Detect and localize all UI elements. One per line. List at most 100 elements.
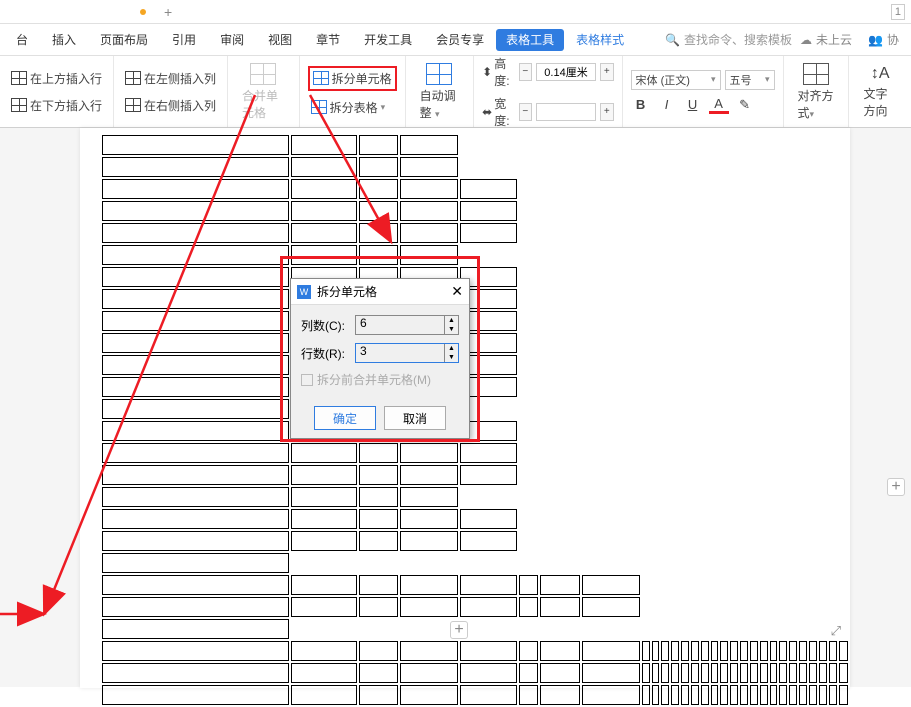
table-cell[interactable] bbox=[359, 135, 399, 155]
table-cell[interactable] bbox=[359, 641, 399, 661]
table-cell[interactable] bbox=[359, 685, 399, 705]
table-cell[interactable] bbox=[359, 157, 399, 177]
table-cell[interactable] bbox=[291, 663, 356, 683]
table-cell[interactable] bbox=[839, 641, 848, 661]
table-row[interactable] bbox=[102, 355, 848, 375]
font-color-button[interactable]: A bbox=[709, 96, 729, 114]
bold-button[interactable]: B bbox=[631, 96, 651, 114]
table-cell[interactable] bbox=[102, 443, 289, 463]
table-cell[interactable] bbox=[770, 685, 778, 705]
table-cell[interactable] bbox=[400, 465, 458, 485]
height-increase-button[interactable]: + bbox=[600, 63, 614, 81]
table-row[interactable] bbox=[102, 531, 848, 551]
table-cell[interactable] bbox=[720, 663, 728, 683]
table-cell[interactable] bbox=[720, 685, 728, 705]
table-cell[interactable] bbox=[359, 245, 399, 265]
table-cell[interactable] bbox=[102, 157, 289, 177]
table-cell[interactable] bbox=[671, 685, 679, 705]
table-cell[interactable] bbox=[291, 179, 356, 199]
width-decrease-button[interactable]: − bbox=[519, 103, 533, 121]
table-cell[interactable] bbox=[102, 685, 289, 705]
expand-table-icon[interactable]: ⤢ bbox=[831, 623, 841, 639]
table-cell[interactable] bbox=[359, 201, 399, 221]
table-cell[interactable] bbox=[400, 443, 458, 463]
table-cell[interactable] bbox=[681, 641, 689, 661]
table-cell[interactable] bbox=[102, 377, 289, 397]
table-cell[interactable] bbox=[291, 531, 356, 551]
menu-references[interactable]: 引用 bbox=[160, 24, 208, 56]
help-button[interactable]: 👥 协 bbox=[868, 31, 899, 48]
menu-dev-tools[interactable]: 开发工具 bbox=[352, 24, 424, 56]
table-cell[interactable] bbox=[102, 355, 289, 375]
table-row[interactable] bbox=[102, 487, 848, 507]
table-cell[interactable] bbox=[400, 531, 458, 551]
command-search[interactable]: 🔍 查找命令、搜索模板 bbox=[665, 31, 792, 48]
table-cell[interactable] bbox=[400, 223, 458, 243]
insert-row-below-button[interactable]: 在下方插入行 bbox=[8, 95, 105, 116]
menu-member[interactable]: 会员专享 bbox=[424, 24, 496, 56]
add-column-button[interactable]: + bbox=[887, 478, 905, 496]
table-cell[interactable] bbox=[460, 597, 518, 617]
table-cell[interactable] bbox=[359, 575, 399, 595]
height-input[interactable] bbox=[536, 63, 596, 81]
table-cell[interactable] bbox=[102, 553, 289, 573]
table-cell[interactable] bbox=[460, 465, 518, 485]
table-cell[interactable] bbox=[359, 663, 399, 683]
table-cell[interactable] bbox=[750, 685, 758, 705]
table-cell[interactable] bbox=[770, 663, 778, 683]
table-cell[interactable] bbox=[652, 685, 660, 705]
table-cell[interactable] bbox=[819, 685, 827, 705]
table-cell[interactable] bbox=[540, 597, 580, 617]
ok-button[interactable]: 确定 bbox=[314, 406, 376, 430]
table-cell[interactable] bbox=[519, 575, 538, 595]
table-cell[interactable] bbox=[291, 245, 356, 265]
table-cell[interactable] bbox=[400, 487, 458, 507]
table-cell[interactable] bbox=[760, 641, 768, 661]
table-cell[interactable] bbox=[102, 333, 289, 353]
font-size-select[interactable]: 五号 bbox=[725, 70, 775, 90]
table-cell[interactable] bbox=[400, 575, 458, 595]
table-row[interactable] bbox=[102, 641, 848, 661]
cloud-status[interactable]: ☁ 未上云 bbox=[800, 31, 852, 48]
auto-adjust-button[interactable]: 自动调整 ▾ bbox=[414, 59, 465, 125]
table-cell[interactable] bbox=[291, 487, 356, 507]
table-cell[interactable] bbox=[582, 597, 640, 617]
add-row-button[interactable]: + bbox=[450, 621, 468, 639]
split-table-button[interactable]: 拆分表格▾ bbox=[308, 97, 397, 118]
table-cell[interactable] bbox=[291, 575, 356, 595]
table-row[interactable] bbox=[102, 289, 848, 309]
menu-table-style[interactable]: 表格样式 bbox=[564, 24, 636, 56]
cols-input[interactable]: 6 ▲▼ bbox=[355, 315, 459, 335]
table-row[interactable] bbox=[102, 685, 848, 705]
table-row[interactable] bbox=[102, 421, 848, 441]
text-direction-button[interactable]: ↕A 文字方向 bbox=[857, 61, 903, 123]
table-cell[interactable] bbox=[291, 223, 356, 243]
table-cell[interactable] bbox=[460, 575, 518, 595]
table-cell[interactable] bbox=[102, 663, 289, 683]
table-cell[interactable] bbox=[671, 663, 679, 683]
insert-col-left-button[interactable]: 在左侧插入列 bbox=[122, 68, 219, 89]
table-row[interactable] bbox=[102, 267, 848, 287]
table-cell[interactable] bbox=[102, 245, 289, 265]
table-cell[interactable] bbox=[799, 685, 807, 705]
table-row[interactable] bbox=[102, 597, 848, 617]
menu-insert[interactable]: 插入 bbox=[40, 24, 88, 56]
table-row[interactable] bbox=[102, 311, 848, 331]
height-decrease-button[interactable]: − bbox=[519, 63, 533, 81]
table-cell[interactable] bbox=[359, 443, 399, 463]
table-cell[interactable] bbox=[661, 685, 669, 705]
table-cell[interactable] bbox=[681, 663, 689, 683]
table-row[interactable] bbox=[102, 333, 848, 353]
table-row[interactable] bbox=[102, 509, 848, 529]
table-cell[interactable] bbox=[400, 685, 458, 705]
table-cell[interactable] bbox=[809, 685, 817, 705]
table-row[interactable] bbox=[102, 377, 848, 397]
table-row[interactable] bbox=[102, 245, 848, 265]
table-cell[interactable] bbox=[691, 663, 699, 683]
table-cell[interactable] bbox=[652, 641, 660, 661]
table-row[interactable] bbox=[102, 201, 848, 221]
table-cell[interactable] bbox=[359, 465, 399, 485]
table-cell[interactable] bbox=[291, 509, 356, 529]
highlight-button[interactable]: ✎ bbox=[735, 96, 755, 114]
table-cell[interactable] bbox=[671, 641, 679, 661]
